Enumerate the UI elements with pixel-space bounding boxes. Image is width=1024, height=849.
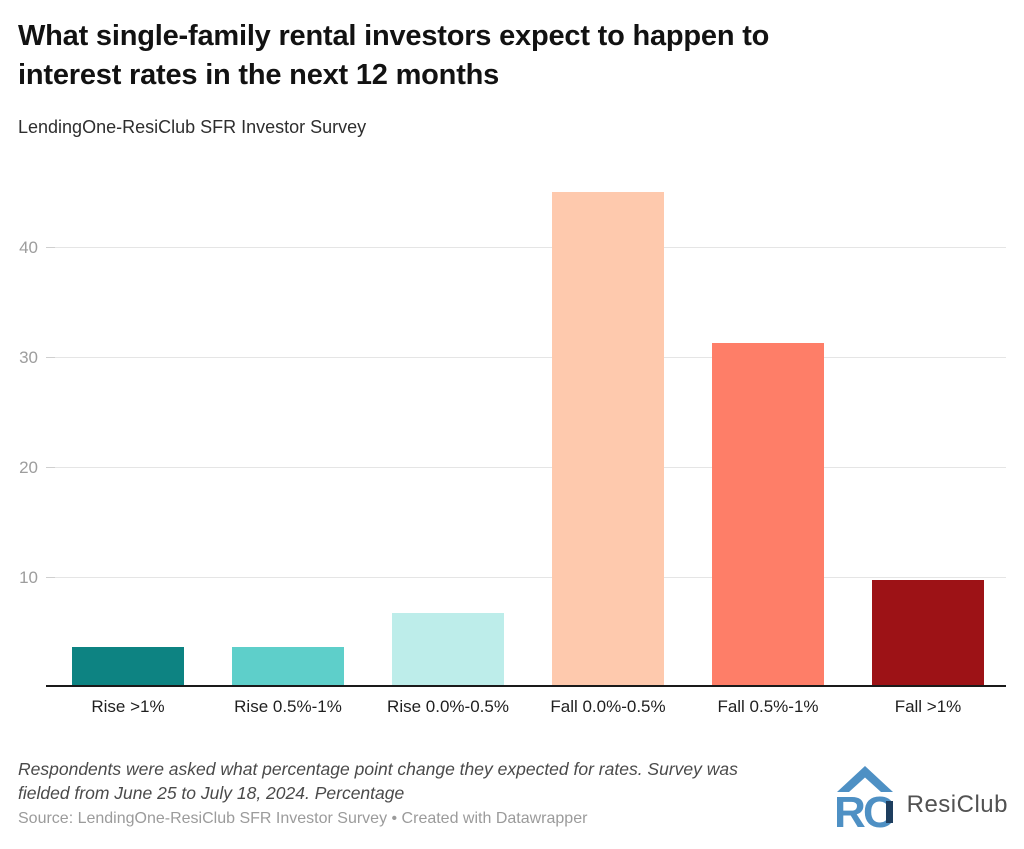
chart-footnote: Respondents were asked what percentage p… — [18, 757, 848, 805]
svg-text:R: R — [837, 788, 866, 828]
gridline-30 — [46, 357, 1006, 358]
x-axis-label-fall-0-5pct-1pct: Fall 0.5%-1% — [717, 697, 819, 716]
footnote-line-2: fielded from June 25 to July 18, 2024. P… — [18, 783, 405, 803]
x-axis-label-fall-0-0pct-0-5pct: Fall 0.0%-0.5% — [550, 697, 666, 716]
footnote-line-1: Respondents were asked what percentage p… — [18, 759, 738, 779]
tick-mark — [46, 247, 55, 248]
resiclub-logo: R C ResiClub — [836, 764, 1008, 828]
bar-rise-0-5pct-1pct[interactable] — [232, 647, 344, 687]
resiclub-logo-text: ResiClub — [906, 791, 1008, 818]
chart-title-line-2: interest rates in the next 12 months — [18, 59, 500, 91]
gridline-20 — [46, 467, 1006, 468]
gridline-10 — [46, 577, 1006, 578]
bar-rise-0-0pct-0-5pct[interactable] — [392, 613, 504, 687]
chart-header: What single-family rental investors expe… — [18, 17, 1006, 138]
tick-mark — [46, 357, 55, 358]
chart-subtitle: LendingOne-ResiClub SFR Investor Survey — [18, 117, 367, 137]
gridline-40 — [46, 247, 1006, 248]
bar-fall-0-0pct-0-5pct[interactable] — [552, 192, 664, 687]
x-axis-baseline — [46, 685, 1006, 687]
x-axis-label-rise-0-0pct-0-5pct: Rise 0.0%-0.5% — [387, 697, 509, 716]
tick-mark — [46, 467, 55, 468]
x-axis-label-fall-gt-1pct: Fall >1% — [894, 697, 962, 716]
x-axis-label-rise-gt-1pct: Rise >1% — [91, 697, 165, 716]
tick-mark — [46, 577, 55, 578]
y-axis-tick-label-40: 40 — [19, 238, 38, 257]
y-axis-tick-label-20: 20 — [19, 458, 38, 477]
bar-fall-gt-1pct[interactable] — [872, 580, 984, 687]
chart-title-line-1: What single-family rental investors expe… — [18, 20, 770, 52]
chart-source-line: Source: LendingOne-ResiClub SFR Investor… — [18, 810, 588, 827]
x-axis-label-rise-0-5pct-1pct: Rise 0.5%-1% — [234, 697, 342, 716]
y-axis-tick-label-10: 10 — [19, 568, 38, 587]
bar-rise-gt-1pct[interactable] — [72, 647, 184, 687]
y-axis-tick-label-30: 30 — [19, 348, 38, 367]
bar-fall-0-5pct-1pct[interactable] — [712, 342, 824, 687]
resiclub-logo-icon: R C — [836, 766, 893, 828]
